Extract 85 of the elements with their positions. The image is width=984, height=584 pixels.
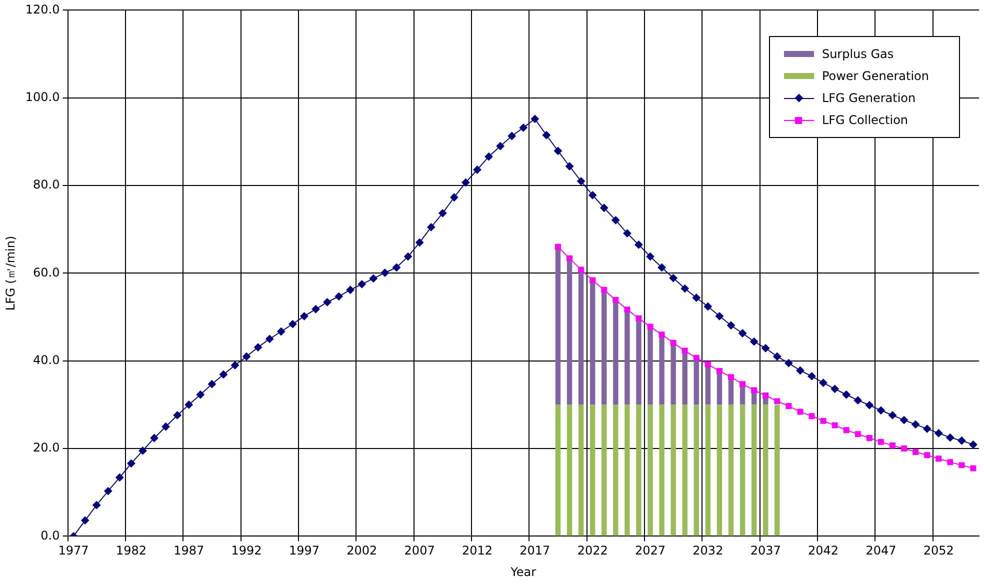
- point: [578, 266, 584, 273]
- point: [866, 435, 872, 441]
- bar: [566, 404, 572, 536]
- point: [636, 315, 642, 322]
- bar: [659, 404, 664, 536]
- y-tick-label: 80.0: [33, 178, 60, 192]
- bar: [774, 404, 780, 536]
- bar: [590, 404, 596, 536]
- x-tick-label: 1977: [58, 544, 89, 558]
- point: [566, 255, 572, 262]
- point: [774, 398, 780, 404]
- point: [601, 286, 608, 293]
- bar: [716, 404, 722, 536]
- point: [555, 244, 561, 250]
- y-tick-label: 0.0: [40, 528, 60, 542]
- x-tick-label: 2037: [750, 544, 781, 558]
- point: [936, 456, 942, 462]
- x-tick-label: 1982: [116, 544, 146, 558]
- x-tick-label: 2027: [634, 544, 666, 558]
- y-tick-label: 40.0: [33, 352, 60, 367]
- point: [751, 387, 758, 394]
- legend-label: LFG Generation: [822, 91, 916, 105]
- x-tick-label: 2007: [404, 544, 435, 558]
- y-tick-label: 20.0: [33, 440, 60, 455]
- y-tick-label: 120.0: [25, 2, 60, 16]
- x-tick-label: 1987: [174, 544, 204, 558]
- bar: [763, 404, 768, 536]
- bar: [636, 404, 642, 536]
- bar: [705, 404, 711, 536]
- point: [843, 427, 850, 434]
- point: [854, 431, 861, 438]
- point: [704, 361, 711, 368]
- x-tick-label: 1992: [231, 544, 262, 558]
- y-tick-label: 60.0: [33, 265, 60, 280]
- point: [901, 446, 907, 452]
- point: [808, 413, 815, 420]
- bar: [694, 404, 699, 536]
- point: [612, 296, 619, 303]
- x-tick-label: 2052: [923, 544, 954, 558]
- legend-label: Power Generation: [822, 69, 929, 83]
- x-axis-title: Year: [510, 564, 536, 579]
- x-tick-label: 2042: [808, 544, 839, 558]
- x-tick-label: 2022: [577, 544, 608, 558]
- point: [797, 408, 804, 415]
- bar: [578, 404, 584, 536]
- point: [658, 332, 665, 338]
- x-tick-label: 2012: [462, 544, 493, 558]
- point: [820, 418, 826, 424]
- bar: [670, 404, 676, 536]
- bar: [682, 404, 688, 536]
- point: [958, 462, 965, 468]
- bar: [613, 404, 618, 536]
- point: [762, 392, 769, 398]
- point: [670, 340, 676, 346]
- point: [832, 422, 838, 428]
- x-tick-label: 2017: [520, 544, 550, 558]
- point: [890, 442, 896, 448]
- bar: [751, 404, 757, 536]
- y-tick-label: 100.0: [25, 90, 60, 104]
- point: [693, 354, 700, 361]
- point: [786, 403, 792, 409]
- bar: [728, 404, 734, 536]
- point: [947, 459, 954, 466]
- point: [912, 449, 919, 456]
- bar: [602, 404, 607, 536]
- x-tick-label: 1997: [288, 544, 320, 558]
- bar: [555, 404, 561, 536]
- bar: [624, 404, 630, 536]
- point: [647, 324, 654, 330]
- point: [716, 368, 722, 374]
- legend-label: Surplus Gas: [822, 47, 894, 61]
- x-tick-label: 2002: [346, 544, 378, 558]
- point: [590, 277, 596, 284]
- x-tick-label: 2047: [866, 544, 896, 558]
- point: [728, 374, 734, 380]
- point: [924, 452, 930, 458]
- point: [624, 306, 630, 313]
- legend-label: LFG Collection: [822, 113, 908, 127]
- point: [682, 348, 688, 354]
- point: [740, 381, 746, 388]
- y-axis-title: LFG (㎥/min): [3, 236, 18, 311]
- point: [878, 438, 884, 445]
- bar: [648, 404, 653, 536]
- bar: [740, 404, 746, 536]
- x-tick-label: 2032: [692, 544, 724, 558]
